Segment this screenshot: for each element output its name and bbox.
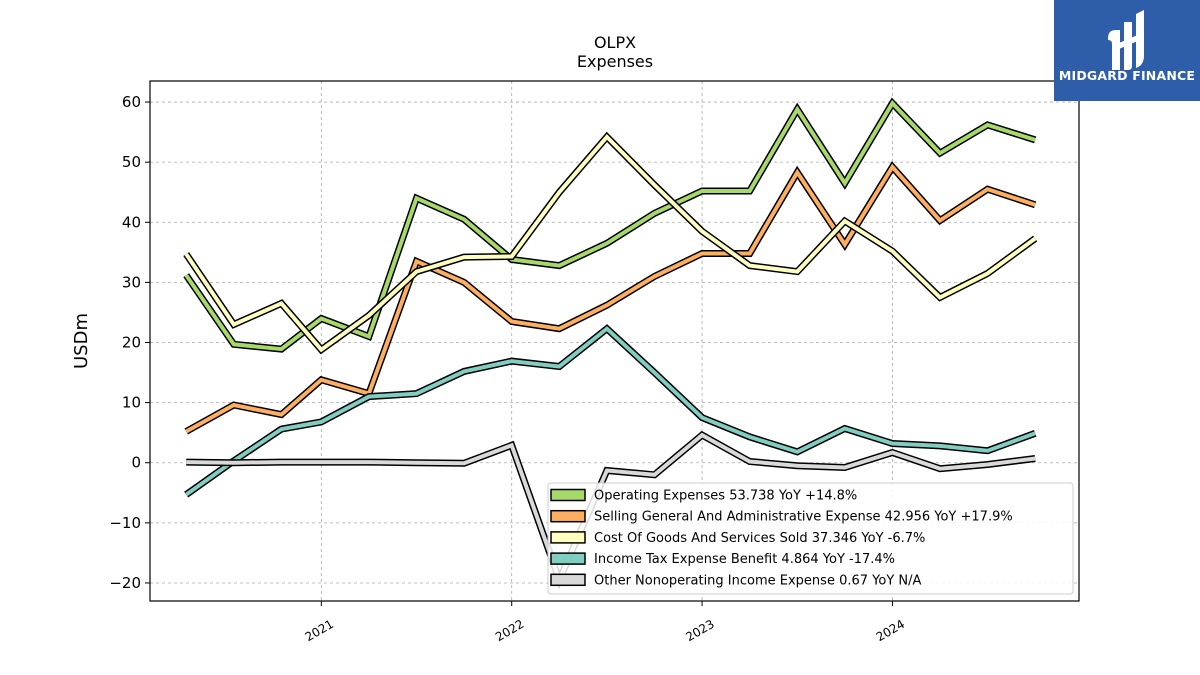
chart-subtitle: Expenses [577, 52, 653, 71]
chart-title: OLPX [594, 33, 636, 52]
series-outline [184, 161, 1037, 435]
legend-label: Other Nonoperating Income Expense 0.67 Y… [594, 573, 922, 588]
y-axis: −20 −10 0 10 20 30 40 50 60 [109, 93, 150, 592]
legend-entry: Selling General And Administrative Expen… [550, 509, 1013, 525]
logo: MIDGARD FINANCE [1054, 0, 1200, 101]
y-tick-label: 30 [122, 273, 141, 291]
series-stroke [185, 163, 1036, 434]
legend-label: Income Tax Expense Benefit 4.864 YoY -17… [594, 552, 895, 567]
x-tick-label: 2024 [874, 617, 907, 644]
series-line-0 [183, 97, 1037, 353]
logo-text: MIDGARD FINANCE [1059, 68, 1195, 83]
legend-entry: Cost Of Goods And Services Sold 37.346 Y… [550, 531, 925, 546]
legend: Operating Expenses 53.738 YoY +14.8% Sell… [547, 482, 1074, 595]
legend-entry: Operating Expenses 53.738 YoY +14.8% [550, 488, 857, 504]
y-tick-label: 0 [131, 454, 141, 472]
y-axis-label: USDm [71, 313, 92, 369]
y-tick-label: 10 [122, 394, 141, 412]
series-lines [183, 97, 1038, 590]
legend-swatch [550, 552, 586, 565]
series-line-2 [183, 131, 1038, 355]
series-line-4 [186, 430, 1036, 590]
plot-frame [149, 80, 1080, 602]
legend-swatch [550, 573, 586, 587]
midgard-logo-icon [1108, 10, 1144, 70]
y-tick-label: −20 [109, 574, 141, 592]
legend-label: Selling General And Administrative Expen… [594, 510, 1013, 525]
y-tick-label: 40 [122, 213, 141, 231]
x-axis: 2021 2022 2023 2024 [303, 601, 907, 644]
legend-swatch [550, 488, 586, 502]
legend-label: Operating Expenses 53.738 YoY +14.8% [594, 489, 857, 504]
legend-box [547, 482, 1074, 595]
legend-swatch [550, 531, 586, 544]
legend-swatch [550, 509, 586, 523]
x-tick-label: 2021 [303, 617, 336, 644]
y-tick-label: 60 [122, 93, 141, 111]
legend-entry: Income Tax Expense Benefit 4.864 YoY -17… [550, 552, 895, 567]
y-tick-label: 20 [122, 334, 141, 352]
x-tick-label: 2022 [493, 617, 526, 644]
series-stroke [185, 326, 1036, 497]
y-tick-label: 50 [122, 153, 141, 171]
y-tick-label: −10 [109, 514, 141, 532]
series-line-3 [184, 324, 1037, 498]
series-stroke [184, 133, 1037, 353]
x-tick-label: 2023 [683, 617, 716, 644]
series-stroke [186, 432, 1036, 586]
legend-label: Cost Of Goods And Services Sold 37.346 Y… [594, 531, 925, 546]
series-line-1 [184, 161, 1037, 435]
series-stroke [184, 99, 1036, 352]
legend-entry: Other Nonoperating Income Expense 0.67 Y… [550, 573, 922, 588]
